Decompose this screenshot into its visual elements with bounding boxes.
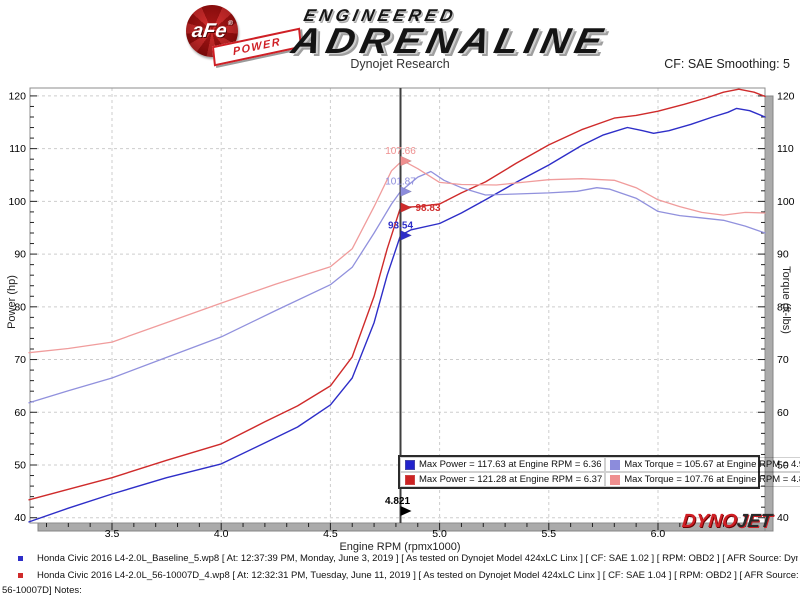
legend-entry: Max Power = 117.63 at Engine RPM = 6.36 bbox=[400, 457, 606, 472]
legend-text: Max Torque = 107.76 at Engine RPM = 4.83 bbox=[624, 474, 800, 485]
run-bullet-blue bbox=[18, 555, 23, 561]
x-tick-label: 5.0 bbox=[432, 528, 447, 540]
plot-frame bbox=[29, 87, 766, 524]
y-tick-label-left: 60 bbox=[14, 407, 26, 419]
y-tick-label-right: 50 bbox=[777, 460, 789, 472]
legend-swatch-icon bbox=[610, 474, 621, 485]
cursor-rpm-label: 4.821 bbox=[385, 496, 410, 507]
y-tick-label-right: 100 bbox=[777, 196, 795, 208]
run-info-row-notes: 56-10007D] Notes: bbox=[0, 585, 798, 596]
cursor-readout: 107.66 bbox=[385, 146, 416, 157]
chart-title: Dynojet Research bbox=[350, 57, 450, 71]
x-tick-label: 4.0 bbox=[214, 528, 229, 540]
legend-entry: Max Torque = 107.76 at Engine RPM = 4.83 bbox=[605, 472, 800, 487]
legend-swatch-icon bbox=[405, 474, 415, 485]
dynojet-logo-jet: JET bbox=[735, 511, 773, 532]
cursor-readout: 93.54 bbox=[388, 220, 413, 231]
legend-text: Max Power = 117.63 at Engine RPM = 6.36 bbox=[419, 459, 602, 470]
legend-entry: Max Torque = 105.67 at Engine RPM = 4.96 bbox=[605, 457, 800, 472]
y-tick-label-left: 120 bbox=[8, 90, 26, 102]
x-tick-label: 5.5 bbox=[541, 528, 556, 540]
curve-torque-56-10007d bbox=[28, 159, 766, 354]
run-bullet-red bbox=[18, 572, 23, 578]
x-tick-label: 3.5 bbox=[105, 528, 120, 540]
y-tick-label-left: 100 bbox=[8, 196, 26, 208]
run-info-row-tuned: Honda Civic 2016 L4-2.0L_56-10007D_4.wp8… bbox=[0, 570, 798, 581]
legend-text: Max Torque = 105.67 at Engine RPM = 4.96 bbox=[624, 459, 800, 470]
y-tick-label-right: 120 bbox=[777, 90, 795, 102]
plot-area[interactable] bbox=[30, 88, 765, 523]
x-tick-label: 4.5 bbox=[323, 528, 338, 540]
x-axis-title: Engine RPM (rpmx1000) bbox=[339, 541, 461, 553]
y-tick-label-right: 40 bbox=[777, 512, 789, 524]
curve-power-baseline bbox=[28, 107, 766, 523]
cursor-rpm-marker-icon bbox=[400, 506, 412, 516]
y-tick-label-right: 60 bbox=[777, 407, 789, 419]
cursor-marker-icon bbox=[400, 202, 413, 213]
legend-text: Max Power = 121.28 at Engine RPM = 6.37 bbox=[419, 474, 603, 485]
y-tick-label-right: 110 bbox=[777, 143, 794, 155]
cursor-readout: 101.87 bbox=[385, 177, 416, 188]
cursor-marker-icon bbox=[400, 230, 413, 241]
run-info-text: 56-10007D] Notes: bbox=[2, 585, 82, 596]
y-tick-label-right: 80 bbox=[777, 301, 789, 313]
legend-swatch-icon bbox=[610, 459, 621, 470]
run-info-row-baseline: Honda Civic 2016 L4-2.0L_Baseline_5.wp8 … bbox=[0, 553, 798, 564]
curve-power-56-10007d bbox=[28, 88, 766, 501]
smoothing-setting: CF: SAE Smoothing: 5 bbox=[664, 57, 790, 71]
dynojet-logo-dyno: DYNO bbox=[680, 511, 739, 532]
run-info-text: Honda Civic 2016 L4-2.0L_56-10007D_4.wp8… bbox=[37, 570, 798, 581]
cursor-readout: 98.83 bbox=[416, 203, 441, 214]
y-tick-label-left: 90 bbox=[14, 249, 26, 261]
y-tick-label-left: 70 bbox=[14, 354, 26, 366]
y-tick-label-left: 110 bbox=[9, 143, 26, 155]
y-tick-label-right: 70 bbox=[777, 354, 789, 366]
x-tick-label: 6.0 bbox=[651, 528, 666, 540]
y-tick-label-right: 90 bbox=[777, 249, 789, 261]
legend-swatch-icon bbox=[405, 459, 415, 470]
cursor-marker-icon bbox=[400, 155, 413, 167]
legend-entry: Max Power = 121.28 at Engine RPM = 6.37 bbox=[400, 472, 606, 487]
y-axis-title-torque: Torque (ft-lbs) bbox=[780, 266, 792, 334]
y-tick-label-left: 80 bbox=[14, 301, 26, 313]
cursor-marker-icon bbox=[400, 186, 413, 197]
run-info-text: Honda Civic 2016 L4-2.0L_Baseline_5.wp8 … bbox=[37, 553, 798, 564]
dynojet-logo: DYNOJET bbox=[681, 511, 773, 533]
max-values-legend: Max Power = 117.63 at Engine RPM = 6.36 M… bbox=[398, 455, 800, 489]
y-tick-label-left: 40 bbox=[14, 512, 26, 524]
y-tick-label-left: 50 bbox=[14, 460, 26, 472]
y-axis-title-power: Power (hp) bbox=[6, 275, 18, 329]
